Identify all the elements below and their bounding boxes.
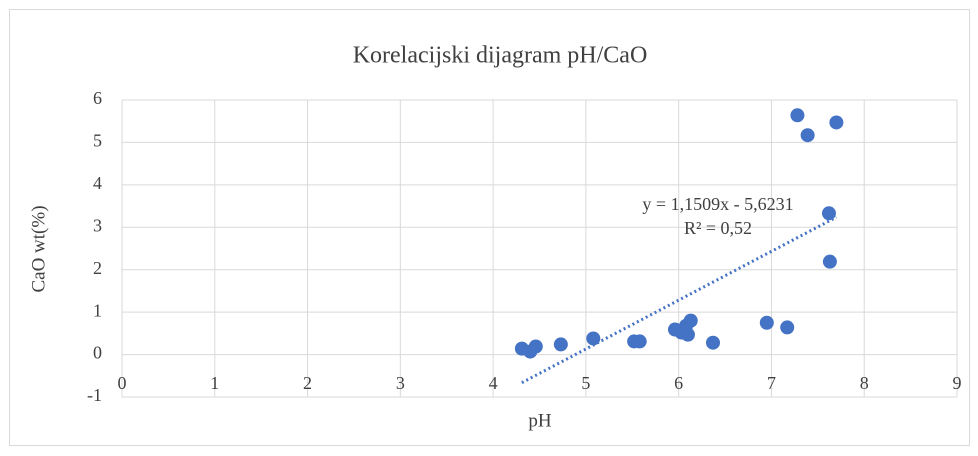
point — [528, 339, 543, 354]
y-tick-label: 0 — [93, 343, 102, 363]
point — [822, 254, 837, 269]
trendline-r2: R² = 0,52 — [684, 218, 752, 238]
x-tick-label: 1 — [210, 373, 219, 393]
point — [680, 327, 695, 342]
y-tick-label: -1 — [87, 385, 102, 405]
x-axis-label: pH — [528, 410, 552, 431]
x-tick-label: 7 — [767, 373, 776, 393]
x-tick-label: 2 — [303, 373, 312, 393]
x-tick-label: 3 — [396, 373, 405, 393]
chart-title: Korelacijski dijagram pH/CaO — [353, 43, 648, 69]
y-axis-label: CaO wt(%) — [28, 205, 49, 292]
point — [705, 335, 720, 350]
y-tick-label: 2 — [93, 258, 102, 278]
point — [800, 128, 815, 143]
point — [790, 108, 805, 123]
y-tick-label: 4 — [93, 173, 102, 193]
x-tick-label: 8 — [860, 373, 869, 393]
trendline — [521, 215, 838, 385]
point — [553, 337, 568, 352]
point — [759, 315, 774, 330]
x-tick-label: 0 — [118, 373, 127, 393]
x-tick-label: 6 — [674, 373, 683, 393]
y-tick-label: 6 — [93, 88, 102, 108]
x-tick-label: 9 — [953, 373, 962, 393]
y-tick-label: 3 — [93, 215, 102, 235]
trendline-equation: y = 1,1509x - 5,6231 — [642, 194, 793, 214]
y-tick-label: 1 — [93, 300, 102, 320]
y-tick-label: 5 — [93, 131, 102, 151]
point — [780, 320, 795, 335]
point — [632, 334, 647, 349]
point — [821, 206, 836, 221]
x-tick-label: 4 — [489, 373, 498, 393]
point — [829, 115, 844, 130]
x-tick-label: 5 — [581, 373, 590, 393]
point — [683, 313, 698, 328]
